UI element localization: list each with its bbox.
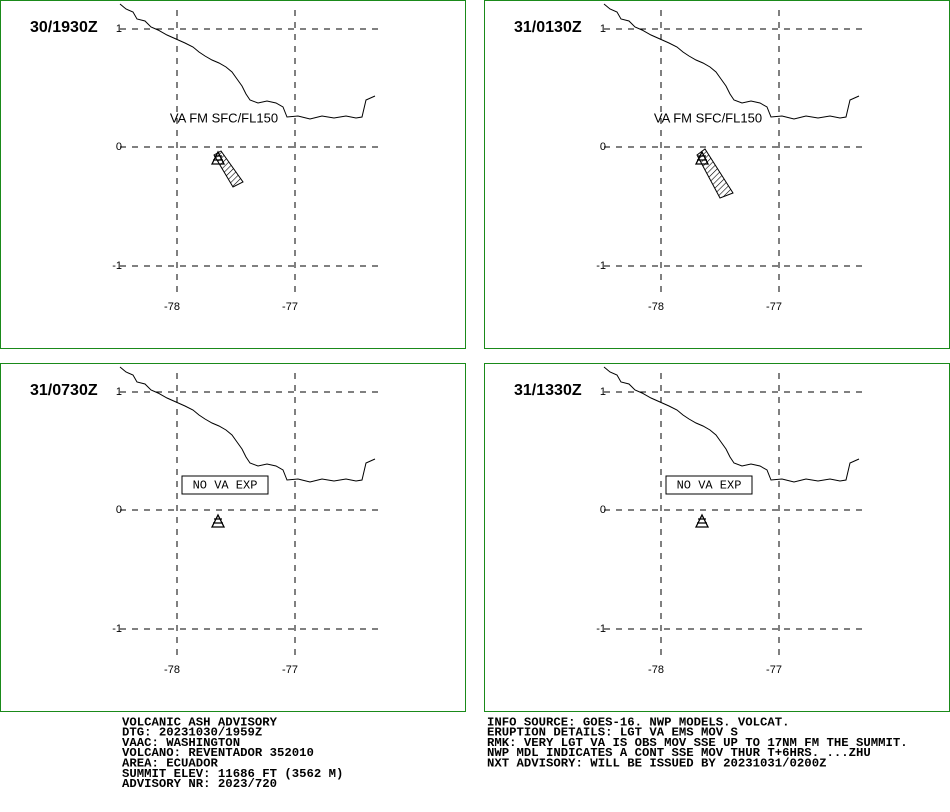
longitude-label: -77 [282,301,298,313]
map-panel: 1 0 -1 -78 -77 31/1330Z NO VA EXP [484,363,950,712]
advisory-line: SUMMIT ELEV: 11686 FT (3562 M) [122,767,343,781]
volcano-symbol [210,150,226,165]
advisory-line: ERUPTION DETAILS: LGT VA EMS MOV S [487,726,738,740]
longitude-label: -78 [164,664,180,676]
longitude-label: -78 [648,301,664,313]
volcano-symbol [694,513,710,528]
panel-frame [0,0,466,349]
map-panel: 1 0 -1 -78 -77 31/0730Z NO VA EXP [0,363,466,712]
longitude-label: -77 [766,301,782,313]
latitude-label: -1 [596,260,606,272]
annotation-box [665,475,753,495]
panel-frame [0,363,466,712]
latitude-label: -1 [112,623,122,635]
coastline [119,3,376,120]
advisory-line: VOLCANO: REVENTADOR 352010 [122,746,314,760]
latitude-label: 1 [116,386,122,398]
annotation: NO VA EXP [677,479,742,493]
annotation-box [181,475,269,495]
annotation: VA FM SFC/FL150 [654,110,762,125]
advisory-line: RMK: VERY LGT VA IS OBS MOV SSE UP TO 17… [487,736,908,750]
valid-time: 31/1330Z [514,382,582,399]
latitude-label: 1 [600,23,606,35]
advisory-line: DTG: 20231030/1959Z [122,726,262,740]
coastline [603,3,860,120]
valid-time: 31/0130Z [514,19,582,36]
advisory-line: VAAC: WASHINGTON [122,736,240,750]
longitude-label: -78 [164,301,180,313]
latitude-label: 0 [600,141,606,153]
volcano-symbol [694,150,710,165]
coastline [603,366,860,483]
advisory-line: NWP MDL INDICATES A CONT SSE MOV THUR T+… [487,746,871,760]
valid-time: 30/1930Z [30,19,98,36]
advisory-line: AREA: ECUADOR [122,756,219,770]
latitude-label: -1 [112,260,122,272]
longitude-label: -78 [648,664,664,676]
latitude-label: 0 [116,504,122,516]
advisory-line: ADVISORY NR: 2023/720 [122,777,277,791]
longitude-label: -77 [282,664,298,676]
latitude-label: 0 [600,504,606,516]
valid-time: 31/0730Z [30,382,98,399]
map-panel: 1 0 -1 -78 -77 30/1930Z VA FM SFC/FL150 [0,0,466,349]
latitude-label: 1 [116,23,122,35]
volcano-symbol [210,513,226,528]
annotation: VA FM SFC/FL150 [170,110,278,125]
latitude-label: 1 [600,386,606,398]
map-panel: 1 0 -1 -78 -77 31/0130Z VA FM SFC/FL150 [484,0,950,349]
latitude-label: -1 [596,623,606,635]
panel-frame [484,363,950,712]
latitude-label: 0 [116,141,122,153]
coastline [119,366,376,483]
longitude-label: -77 [766,664,782,676]
annotation: NO VA EXP [193,479,258,493]
advisory-line: NXT ADVISORY: WILL BE ISSUED BY 20231031… [487,756,826,770]
advisory-line: VOLCANIC ASH ADVISORY [122,715,278,729]
advisory-line: INFO SOURCE: GOES-16. NWP MODELS. VOLCAT… [487,715,790,729]
